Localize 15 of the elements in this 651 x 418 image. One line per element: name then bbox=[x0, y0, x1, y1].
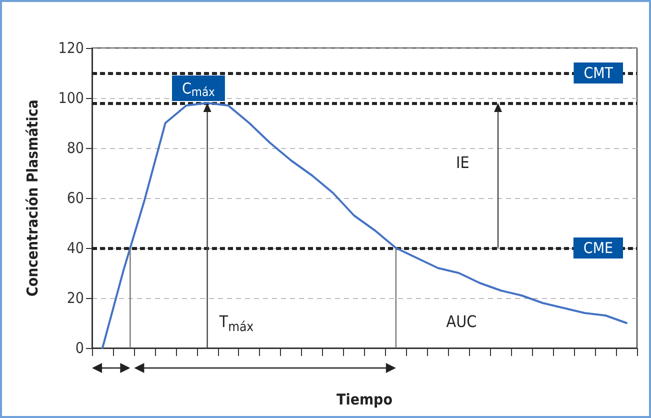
annotation: T$_{máx}$ bbox=[218, 312, 254, 335]
y-tick-label: 20 bbox=[66, 289, 84, 307]
y-tick-label: 100 bbox=[58, 89, 84, 107]
y-tick-label: 120 bbox=[58, 39, 84, 57]
annotation: AUC bbox=[446, 312, 477, 331]
ref-line-label: CMT bbox=[584, 64, 614, 82]
y-tick-label: 40 bbox=[66, 239, 84, 257]
line-series bbox=[101, 102, 628, 349]
y-tick-label: 0 bbox=[75, 339, 84, 357]
y-axis-title: Concentración Plasmática bbox=[24, 100, 42, 296]
x-axis-title: Tiempo bbox=[336, 390, 392, 408]
ref-line-label: CME bbox=[583, 239, 613, 257]
y-tick-label: 60 bbox=[66, 189, 84, 207]
y-tick-label: 80 bbox=[66, 139, 84, 157]
annotation: IE bbox=[456, 153, 470, 172]
